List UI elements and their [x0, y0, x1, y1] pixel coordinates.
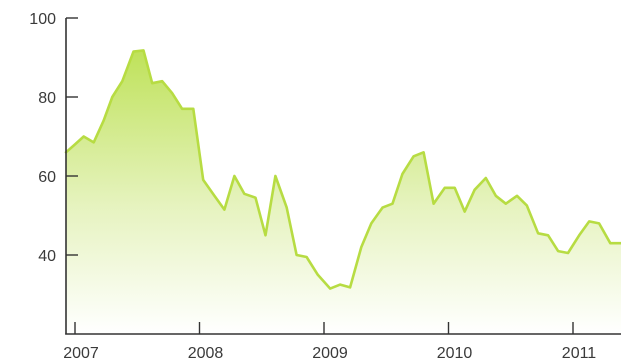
area-fill: [66, 50, 621, 335]
area-layer: [64, 49, 621, 335]
x-tick-label-2008: 2008: [188, 345, 224, 362]
y-axis-ticks: 40 60 80 100: [29, 11, 78, 265]
x-axis-ticks: 2007 2008 2009 2010 2011: [63, 322, 596, 362]
y-tick-label-60: 60: [38, 169, 56, 186]
y-tick-label-80: 80: [38, 90, 56, 107]
x-tick-label-2011: 2011: [562, 345, 597, 362]
y-tick-label-100: 100: [29, 11, 56, 28]
y-tick-label-40: 40: [38, 248, 56, 265]
x-tick-label-2010: 2010: [437, 345, 473, 362]
x-tick-label-2009: 2009: [312, 345, 348, 362]
x-tick-label-2007: 2007: [63, 345, 99, 362]
